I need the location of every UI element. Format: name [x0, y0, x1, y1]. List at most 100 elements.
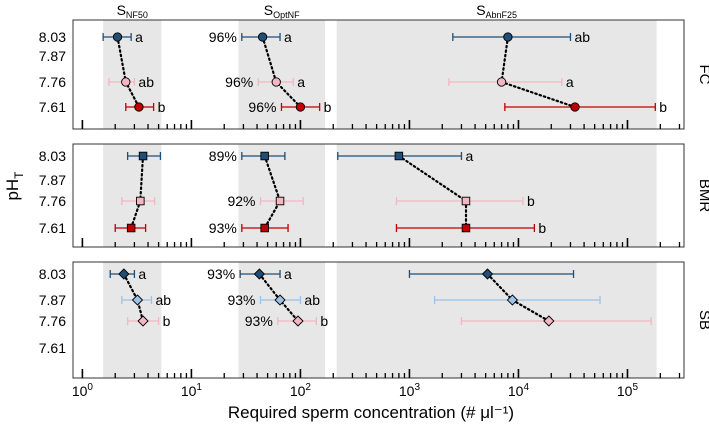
marker-square — [461, 196, 471, 206]
chart-panels: 8.037.877.767.61FCaabba96%a96%b96%abab8.… — [39, 19, 709, 379]
marker-diamond — [118, 268, 130, 280]
x-tick-base: 10 — [181, 383, 197, 399]
x-axis: 100 101 102 103 104 105 — [72, 382, 639, 399]
x-tick-exponent: 2 — [305, 382, 311, 393]
percent-label: 93% — [207, 266, 235, 282]
marker-circle — [271, 77, 281, 87]
marker-square — [275, 196, 285, 206]
data-point: ab 93% — [227, 292, 320, 308]
x-tick-base: 10 — [508, 383, 524, 399]
x-tick-exponent: 3 — [414, 382, 420, 393]
marker-circle — [503, 32, 513, 42]
panel-label: SB — [696, 310, 709, 330]
shaded-band — [103, 20, 162, 129]
data-point — [114, 223, 147, 233]
marker-circle — [134, 102, 144, 112]
significance-label: b — [163, 313, 171, 329]
column-header: SAbnF25 — [476, 2, 517, 20]
marker-square — [136, 196, 145, 206]
x-tick-base: 10 — [617, 383, 633, 399]
x-tick-label: 104 — [508, 382, 530, 399]
data-point — [433, 294, 601, 306]
x-tick-exponent: 1 — [196, 382, 202, 393]
column-header-main: S — [264, 2, 273, 18]
data-point: b — [395, 220, 546, 236]
significance-label: a — [566, 74, 574, 90]
marker-diamond — [506, 294, 519, 306]
data-point: a — [102, 29, 143, 45]
y-tick-label: 8.03 — [39, 148, 66, 164]
x-tick-base: 10 — [399, 383, 415, 399]
significance-label: a — [297, 74, 305, 90]
data-point: ab — [121, 292, 171, 308]
y-tick-label: 8.03 — [39, 29, 66, 45]
significance-label: a — [284, 266, 292, 282]
x-tick-label: 102 — [290, 382, 312, 399]
percent-label: 89% — [209, 148, 237, 164]
percent-label: 96% — [225, 74, 253, 90]
significance-label: b — [320, 313, 328, 329]
marker-circle — [496, 77, 507, 87]
y-tick-label: 7.61 — [39, 99, 66, 115]
x-tick-exponent: 0 — [87, 382, 93, 393]
y-tick-label: 7.61 — [39, 220, 66, 236]
percent-label: 96% — [209, 29, 237, 45]
marker-circle — [121, 77, 131, 87]
percent-label: 93% — [245, 313, 273, 329]
data-point: ab — [452, 29, 590, 45]
column-header-sub: OptNF — [273, 10, 300, 20]
significance-label: ab — [304, 292, 320, 308]
y-axis-label: pHT — [3, 171, 26, 201]
marker-diamond — [481, 268, 494, 280]
significance-label: a — [465, 148, 473, 164]
data-point: b — [504, 99, 667, 115]
marker-diamond — [292, 315, 304, 327]
shaded-band — [238, 262, 325, 378]
significance-label: b — [158, 99, 166, 115]
column-header-sub: AbnF25 — [486, 10, 518, 20]
significance-label: ab — [155, 292, 171, 308]
y-tick-label: 8.03 — [39, 266, 66, 282]
marker-square — [260, 151, 269, 161]
marker-square — [394, 151, 404, 161]
data-point — [408, 268, 575, 280]
marker-diamond — [543, 315, 555, 327]
data-point: a — [337, 148, 473, 164]
column-header-main: S — [117, 2, 126, 18]
marker-circle — [257, 32, 268, 42]
data-point — [126, 151, 162, 161]
marker-diamond — [131, 294, 144, 306]
data-point: b — [126, 313, 171, 329]
shaded-band — [336, 20, 657, 129]
shaded-band — [336, 262, 657, 378]
percent-label: 96% — [248, 99, 276, 115]
percent-label: 93% — [209, 220, 237, 236]
data-point: a 96% — [209, 29, 292, 45]
data-point: a 96% — [225, 74, 305, 90]
y-tick-label: 7.87 — [39, 172, 66, 188]
panel-frame — [72, 19, 685, 130]
panel-label: BMR — [696, 179, 709, 213]
marker-square — [461, 223, 471, 233]
data-point: ab — [108, 74, 154, 90]
data-point — [460, 315, 652, 327]
shaded-band — [238, 144, 325, 247]
x-tick-exponent: 4 — [523, 382, 529, 393]
panel-label: FC — [696, 65, 709, 85]
data-point: b 96% — [248, 99, 331, 115]
marker-diamond — [274, 294, 286, 306]
significance-label: b — [538, 220, 546, 236]
column-header-sub: NF50 — [126, 10, 148, 20]
marker-circle — [570, 102, 580, 112]
x-tick-base: 10 — [72, 383, 88, 399]
y-tick-label: 7.76 — [39, 193, 66, 209]
y-tick-label: 7.61 — [39, 340, 66, 356]
x-tick-label: 105 — [617, 382, 639, 399]
column-header: SOptNF — [264, 2, 300, 20]
shaded-band — [103, 262, 162, 378]
column-headers: SNF50 SOptNF SAbnF25 — [117, 2, 518, 20]
x-tick-exponent: 5 — [632, 382, 638, 393]
x-tick-label: 100 — [72, 382, 94, 399]
data-point — [121, 196, 156, 206]
y-tick-label: 7.76 — [39, 74, 66, 90]
